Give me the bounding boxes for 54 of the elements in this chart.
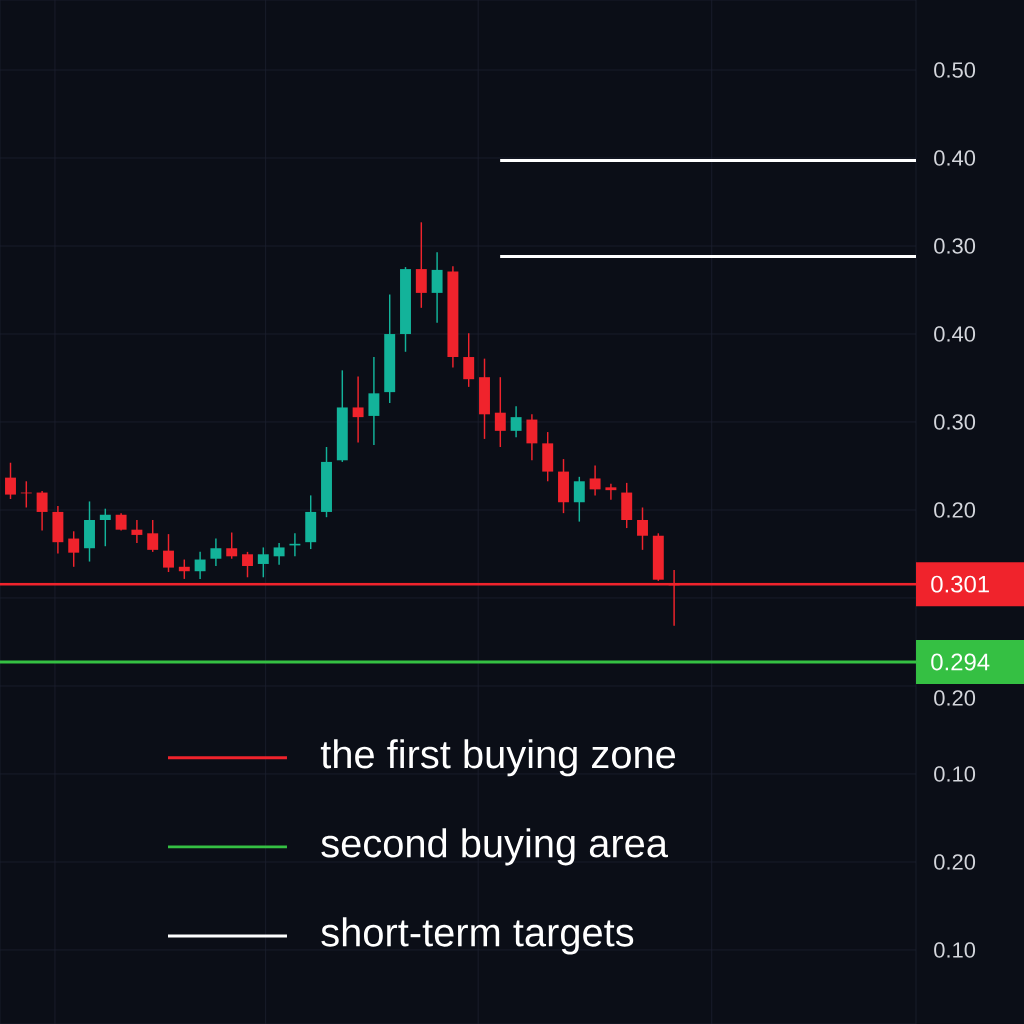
- candlestick: [131, 519, 143, 544]
- candlestick: [242, 551, 253, 579]
- candlestick: [257, 546, 269, 579]
- text: 0.10: [934, 942, 976, 958]
- text: 0.30: [934, 414, 976, 430]
- candlestick: [542, 431, 554, 483]
- candlestick: [384, 293, 396, 404]
- candlestick: [447, 265, 459, 369]
- candlestick: [99, 507, 111, 547]
- text: 0.40: [934, 326, 976, 342]
- candlestick: [352, 375, 364, 444]
- candlestick: [479, 357, 490, 440]
- candlestick: [210, 537, 222, 567]
- legend-label: short-term targets: [321, 917, 634, 955]
- candlestick: [368, 356, 380, 446]
- candlestick: [652, 532, 664, 582]
- text: 0.20: [934, 690, 976, 706]
- text: 0.40: [934, 150, 976, 166]
- candlestick: [273, 542, 285, 566]
- text: 0.50: [934, 62, 976, 78]
- candlestick: [178, 558, 190, 580]
- candlestick: [163, 533, 174, 573]
- candlestick: [52, 505, 64, 555]
- candlestick: [415, 221, 427, 309]
- candlestick: [573, 476, 585, 523]
- candlestick: [336, 369, 348, 463]
- text: 0.10: [934, 766, 976, 782]
- candlestick: [463, 332, 475, 388]
- candlestick: [510, 405, 522, 439]
- text: 0.294: [931, 653, 990, 671]
- text: 0.20: [934, 854, 976, 870]
- legend-label: second buying area: [321, 828, 668, 866]
- candlestick: [526, 413, 538, 462]
- candlestick: [431, 251, 443, 324]
- candlestick: [68, 530, 80, 568]
- candlestick: [147, 519, 159, 553]
- legend-label: the first buying zone: [320, 739, 676, 777]
- candlestick: [84, 500, 95, 563]
- text: 0.20: [934, 502, 976, 518]
- candlestick: [194, 551, 206, 580]
- candlestick: [305, 494, 317, 550]
- candlestick: [400, 266, 411, 353]
- candlestick: [321, 446, 332, 518]
- candlestick: [36, 490, 48, 532]
- candlestick: [5, 461, 16, 500]
- candlestick: [589, 464, 601, 497]
- text: 0.301: [931, 575, 989, 593]
- text: 0.30: [934, 238, 976, 254]
- candlestick: [558, 458, 569, 514]
- candlestick: [637, 506, 648, 551]
- candlestick: [494, 376, 506, 448]
- candlestick: [621, 482, 633, 529]
- candlestick: [605, 482, 617, 501]
- candlestick: [226, 531, 238, 560]
